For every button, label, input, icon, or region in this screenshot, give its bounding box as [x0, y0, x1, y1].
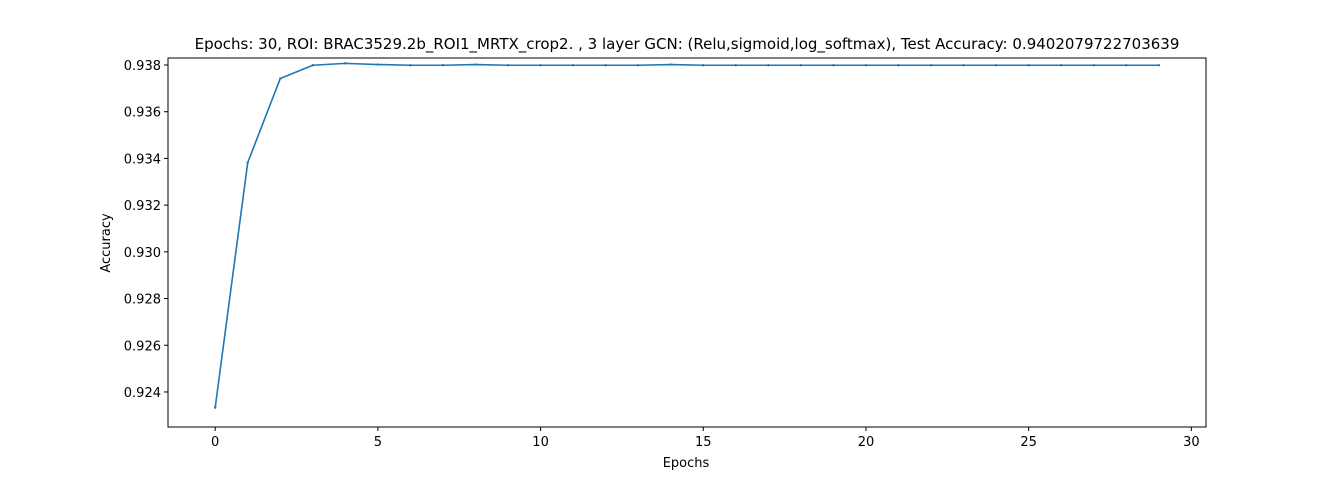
- x-tick-label: 25: [1020, 435, 1037, 450]
- chart-title: Epochs: 30, ROI: BRAC3529.2b_ROI1_MRTX_c…: [195, 35, 1180, 54]
- x-axis-label: Epochs: [663, 456, 710, 471]
- y-tick-label: 0.930: [124, 246, 161, 261]
- y-tick-label: 0.924: [124, 386, 161, 401]
- y-axis-label: Accuracy: [99, 213, 114, 273]
- y-tick-label: 0.934: [124, 152, 161, 167]
- data-point: [1157, 64, 1161, 67]
- data-point: [441, 64, 445, 67]
- data-point: [994, 64, 998, 67]
- data-point: [1060, 64, 1063, 67]
- data-point: [636, 64, 640, 67]
- data-point: [344, 62, 347, 65]
- plot-area-frame: [167, 57, 1207, 428]
- data-point: [1027, 64, 1030, 67]
- data-point: [897, 64, 900, 67]
- data-point: [734, 64, 738, 67]
- data-point: [279, 77, 282, 80]
- data-point: [864, 64, 868, 67]
- data-point: [213, 406, 217, 409]
- data-point: [832, 64, 835, 67]
- data-point: [539, 64, 542, 67]
- data-point: [962, 64, 965, 67]
- y-tick-label: 0.938: [124, 59, 161, 74]
- data-point: [929, 64, 933, 67]
- data-point: [702, 64, 705, 67]
- data-point: [474, 63, 477, 66]
- data-point: [246, 161, 249, 164]
- data-point: [604, 64, 607, 67]
- x-tick-label: 20: [858, 435, 875, 450]
- data-point: [799, 64, 803, 67]
- series-line: [214, 62, 1160, 409]
- data-point: [669, 63, 672, 66]
- x-tick-label: 15: [695, 435, 712, 450]
- data-point: [409, 64, 412, 67]
- data-point: [376, 63, 380, 66]
- data-point: [506, 64, 510, 67]
- x-tick-label: 0: [211, 435, 219, 450]
- x-tick-label: 10: [532, 435, 549, 450]
- y-tick-label: 0.932: [124, 199, 161, 214]
- data-point: [767, 64, 770, 67]
- y-tick-label: 0.926: [124, 339, 161, 354]
- series-layer: [213, 62, 1161, 409]
- x-tick-label: 30: [1183, 435, 1200, 450]
- y-tick-label: 0.936: [124, 106, 161, 121]
- data-point: [1092, 64, 1095, 67]
- y-tick-label: 0.928: [124, 293, 161, 308]
- data-point: [311, 64, 314, 67]
- data-point: [1125, 64, 1128, 67]
- axis-ticks: 0 5 10 15 20 25 30 0.924 0.926 0.928 0.930 0.932 0.9…: [124, 59, 1200, 450]
- data-point: [571, 64, 575, 67]
- x-tick-label: 5: [374, 435, 382, 450]
